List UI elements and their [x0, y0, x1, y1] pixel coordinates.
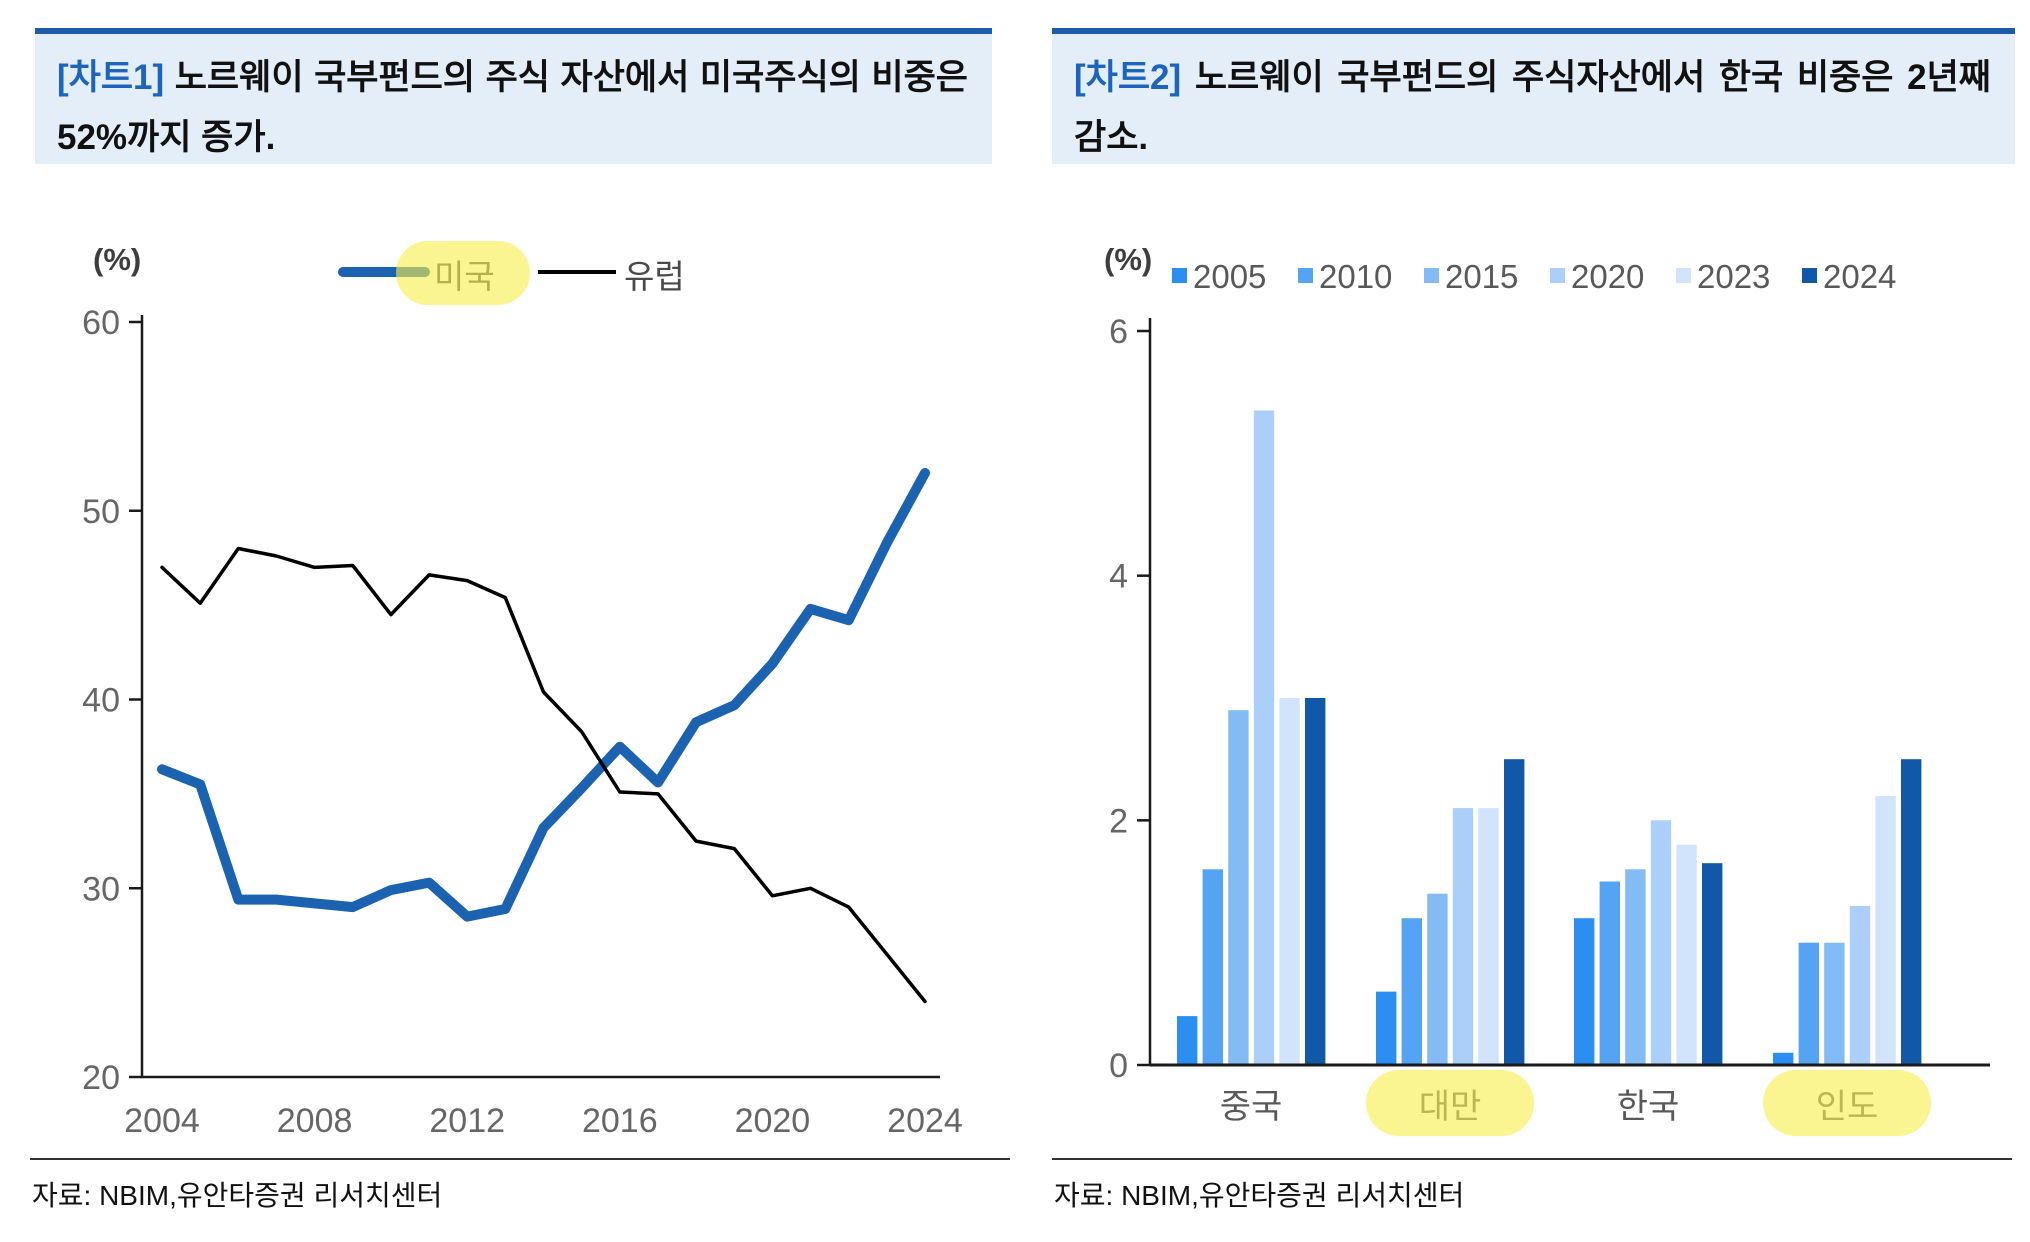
- bar-3-2023: [1875, 795, 1896, 1065]
- bar-2-2023: [1676, 844, 1697, 1065]
- bar-0-2023: [1279, 698, 1300, 1065]
- bar-1-2005: [1376, 991, 1397, 1065]
- category-highlight-marker: [1763, 1070, 1931, 1136]
- x-tick-label: 2016: [582, 1102, 658, 1140]
- bar-2-2015: [1625, 869, 1646, 1065]
- bar-1-2010: [1401, 918, 1422, 1065]
- legend-swatch-icon: [1676, 268, 1691, 283]
- y-tick-label: 0: [1109, 1047, 1128, 1085]
- chart2-title-tag: [차트2]: [1074, 58, 1182, 97]
- legend-label: 2023: [1697, 258, 1771, 295]
- bar-1-2020: [1452, 808, 1474, 1065]
- y-tick-label: 4: [1109, 558, 1128, 596]
- y-tick-label: 30: [82, 870, 120, 908]
- category-label-2: 한국: [1617, 1088, 1680, 1126]
- x-tick-label: 2020: [735, 1102, 811, 1140]
- bar-3-2024: [1901, 759, 1922, 1065]
- category-label-0: 중국: [1220, 1088, 1283, 1126]
- x-tick-label: 2008: [277, 1102, 353, 1140]
- x-tick-label: 2024: [887, 1102, 963, 1140]
- bar-0-2020: [1253, 410, 1275, 1065]
- series-line-1: [160, 546, 927, 1004]
- bar-3-2005: [1773, 1052, 1794, 1065]
- legend-swatch-icon: [1802, 268, 1817, 283]
- bar-3-2015: [1824, 942, 1845, 1065]
- legend-line-sample-europe: [538, 270, 616, 274]
- chart2-source: 자료: NBIM,유안타증권 리서치센터: [1054, 1180, 1465, 1211]
- legend-swatch-icon: [1298, 268, 1313, 283]
- chart1-source: 자료: NBIM,유안타증권 리서치센터: [32, 1180, 443, 1211]
- bar-3-2010: [1798, 942, 1819, 1065]
- chart2-source-rule: [1052, 1158, 2012, 1160]
- legend-swatch-icon: [1424, 268, 1439, 283]
- bar-0-2005: [1177, 1016, 1198, 1065]
- legend-label: 2005: [1193, 258, 1267, 295]
- legend-label: 2024: [1823, 258, 1897, 295]
- chart2-bar-chart: 0246중국대만한국인도: [1109, 313, 1990, 1136]
- bar-2-2020: [1650, 820, 1672, 1065]
- chart2-title-box: [차트2] 노르웨이 국부펀드의 주식자산에서 한국 비중은 2년째 감소.: [1052, 28, 2015, 164]
- bar-2-2024: [1702, 863, 1723, 1065]
- legend-swatch-icon: [1172, 268, 1187, 283]
- bar-0-2015: [1228, 710, 1249, 1065]
- legend-line-sample-us: [338, 267, 430, 277]
- legend-label: 2010: [1319, 258, 1393, 295]
- bar-1-2023: [1478, 808, 1499, 1065]
- x-tick-label: 2004: [124, 1102, 200, 1140]
- chart1-title-box: [차트1] 노르웨이 국부펀드의 주식 자산에서 미국주식의 비중은 52%까지…: [35, 28, 992, 164]
- chart2-unit-label: (%): [1104, 242, 1153, 277]
- legend-label: 2015: [1445, 258, 1519, 295]
- bar-0-2024: [1305, 698, 1326, 1065]
- bar-2-2010: [1599, 881, 1620, 1065]
- chart1-title-text: 노르웨이 국부펀드의 주식 자산에서 미국주식의 비중은 52%까지 증가.: [57, 58, 968, 157]
- bar-3-2020: [1849, 906, 1871, 1065]
- legend-label-europe: 유럽: [624, 258, 685, 295]
- y-tick-label: 6: [1109, 313, 1128, 351]
- chart1-line-chart: 20 30 40 50 60 2004 2008 2012 2016 2020 2024: [82, 304, 963, 1140]
- x-tick-label: 2012: [429, 1102, 505, 1140]
- bar-2-2005: [1574, 918, 1595, 1065]
- category-highlight-marker: [1366, 1070, 1534, 1136]
- series-line-0: [157, 468, 930, 922]
- bar-0-2010: [1202, 869, 1223, 1065]
- chart2-title-text: 노르웨이 국부펀드의 주식자산에서 한국 비중은 2년째 감소.: [1074, 58, 1991, 157]
- y-tick-label: 60: [82, 304, 120, 342]
- y-tick-label: 50: [82, 493, 120, 531]
- chart1-unit-label: (%): [93, 242, 142, 277]
- bar-1-2015: [1427, 893, 1448, 1065]
- y-tick-label: 20: [82, 1059, 120, 1097]
- y-tick-label: 40: [82, 682, 120, 720]
- chart2-legend: 2005 2010 2015 2020 2023 2024: [1172, 254, 1992, 302]
- legend-swatch-icon: [1550, 268, 1565, 283]
- bar-1-2024: [1504, 759, 1525, 1065]
- chart1-title-tag: [차트1]: [57, 58, 165, 97]
- chart1-source-rule: [30, 1158, 1010, 1160]
- legend-label: 2020: [1571, 258, 1645, 295]
- y-tick-label: 2: [1109, 802, 1128, 840]
